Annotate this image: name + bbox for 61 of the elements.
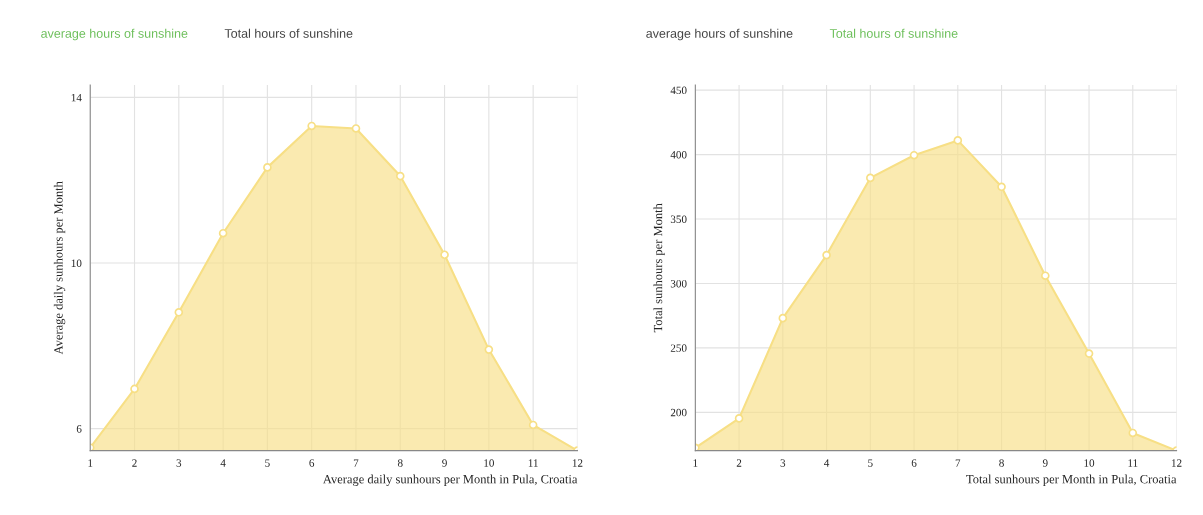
point <box>440 250 449 260</box>
y-tick-label: 14 <box>71 93 82 102</box>
point <box>997 182 1006 192</box>
x-tick-label: 12 <box>572 459 583 467</box>
point <box>263 163 272 172</box>
x-tick-label: 9 <box>442 459 447 467</box>
x-tick-label: 4 <box>220 459 226 467</box>
x-tick-label: 10 <box>484 459 494 467</box>
y-tick-label: 350 <box>670 215 687 223</box>
y-tick-label: 300 <box>670 279 687 288</box>
point <box>528 420 538 430</box>
point <box>778 313 788 323</box>
y-tick-label: 200 <box>670 408 687 417</box>
point <box>822 250 831 260</box>
y-tick-label: 10 <box>71 259 82 267</box>
x-tick-label: 11 <box>1128 459 1138 467</box>
point <box>130 384 139 394</box>
point <box>1084 349 1094 358</box>
x-tick-label: 7 <box>955 459 961 467</box>
x-tick-label: 6 <box>911 459 917 467</box>
y-axis-title: Average daily sunhours per Month <box>53 181 66 355</box>
y-tick-label: 6 <box>76 425 82 433</box>
point <box>395 171 405 181</box>
x-tick-label: 12 <box>1171 459 1182 467</box>
point <box>1040 271 1050 281</box>
x-tick-label: 7 <box>353 459 359 467</box>
text: Total hours of sunshine <box>829 28 958 38</box>
x-tick-label: 11 <box>528 459 538 467</box>
y-tick-label: 400 <box>670 151 687 159</box>
x-axis-title: Total sunhours per Month in Pula, Croatia <box>966 474 1177 486</box>
x-tick-label: 8 <box>397 459 403 467</box>
x-tick-label: 4 <box>824 459 830 467</box>
x-tick-label: 9 <box>1042 459 1048 467</box>
point <box>218 228 228 238</box>
point <box>484 345 494 354</box>
point <box>1128 428 1138 438</box>
x-tick-label: 2 <box>132 459 137 467</box>
x-tick-label: 5 <box>265 459 270 467</box>
x-axis-title: Average daily sunhours per Month in Pula, Croatia <box>322 474 578 486</box>
x-tick-label: 3 <box>176 459 182 467</box>
point <box>866 173 875 183</box>
text: average hours of sunshine <box>646 28 793 41</box>
x-tick-label: 2 <box>736 459 742 467</box>
x-tick-label: 6 <box>309 459 315 467</box>
text: Total hours of sunshine <box>224 28 353 38</box>
x-tick-label: 1 <box>88 459 93 467</box>
y-tick-label: 450 <box>670 86 687 95</box>
point <box>953 136 963 145</box>
x-tick-label: 8 <box>999 459 1004 467</box>
x-tick-label: 10 <box>1084 459 1095 467</box>
point <box>174 308 184 317</box>
text: average hours of sunshine <box>41 28 188 41</box>
y-tick-label: 250 <box>670 344 687 352</box>
point <box>734 414 744 423</box>
x-tick-label: 1 <box>693 459 698 467</box>
y-axis-title: Total sunhours per Month <box>653 203 665 333</box>
point <box>351 124 361 133</box>
point <box>909 150 919 160</box>
point <box>307 121 316 131</box>
x-tick-label: 5 <box>868 459 873 467</box>
x-tick-label: 3 <box>780 459 786 467</box>
